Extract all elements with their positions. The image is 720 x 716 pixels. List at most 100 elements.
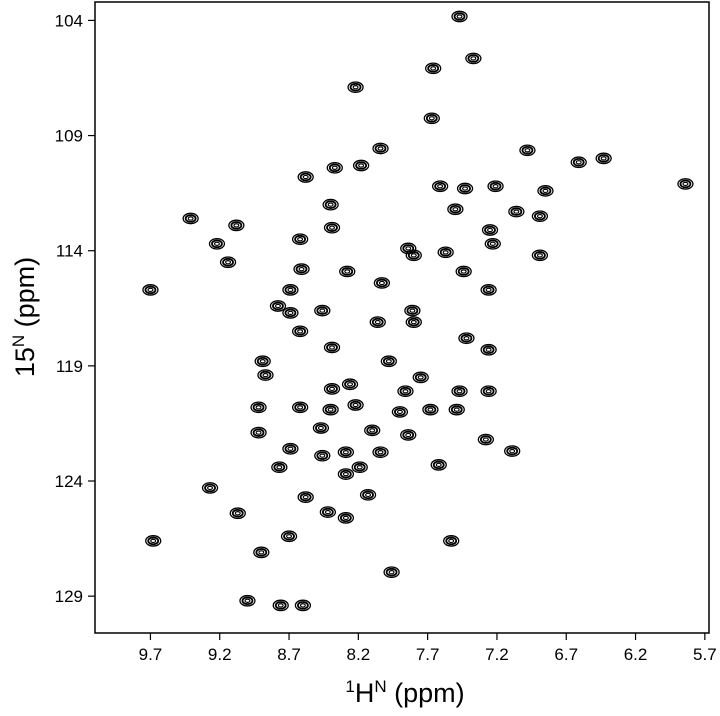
peak-contour	[347, 81, 364, 94]
peak	[347, 81, 364, 94]
peak-contour	[453, 386, 466, 396]
peak	[145, 535, 162, 547]
peak-contour	[482, 437, 489, 442]
peak-contour	[447, 203, 464, 216]
peak-contour	[424, 405, 437, 414]
peak-contour	[510, 207, 523, 216]
peak-contour	[337, 512, 355, 524]
peak-contour	[147, 287, 154, 293]
peak	[352, 159, 370, 172]
peak-contour	[432, 460, 445, 470]
peak-contour	[428, 116, 435, 121]
peak-contour	[274, 303, 281, 309]
peak-contour	[286, 534, 293, 539]
peak-contour	[364, 424, 381, 437]
peak-contour	[470, 56, 477, 61]
peak	[481, 224, 499, 236]
peak-contour	[269, 300, 287, 312]
peak-contour	[422, 403, 439, 416]
peak	[323, 341, 341, 354]
peak-contour	[391, 406, 409, 418]
peak-contour	[222, 257, 234, 267]
peak-contour	[427, 407, 434, 412]
peak-contour	[324, 200, 337, 209]
peak-contour	[456, 14, 463, 19]
peak-contour	[291, 401, 309, 414]
peak	[219, 256, 237, 269]
peak-contour	[287, 287, 294, 293]
peak	[455, 265, 472, 278]
peak-contour	[282, 442, 299, 455]
peak-contour	[431, 180, 449, 193]
peak	[351, 461, 368, 474]
peak-contour	[272, 599, 289, 612]
peak-contour	[406, 306, 419, 315]
peak-contour	[394, 407, 406, 417]
peak-contour	[369, 316, 386, 328]
peak	[480, 385, 497, 398]
peak-contour	[484, 237, 501, 250]
peak-contour	[489, 181, 502, 191]
peak-contour	[537, 184, 554, 197]
peak-contour	[410, 319, 417, 325]
peak	[280, 530, 298, 543]
peak	[359, 488, 377, 501]
peak-contour	[322, 198, 339, 211]
peak-contour	[399, 386, 412, 396]
peak-contour	[145, 535, 162, 547]
peak-contour	[508, 205, 525, 218]
peak-contour	[480, 343, 497, 356]
y-tick-label: 114	[56, 242, 83, 261]
peak-contour	[319, 308, 326, 313]
peak	[391, 406, 409, 418]
peak-contour	[385, 359, 392, 364]
peak-contour	[351, 461, 368, 474]
peak-contour	[250, 401, 267, 414]
peak-contour	[241, 596, 254, 606]
peak	[319, 506, 336, 518]
peak	[480, 284, 497, 296]
peak-contour	[291, 233, 309, 246]
peak-contour	[374, 319, 381, 325]
peak-contour	[383, 566, 400, 579]
peak	[208, 237, 226, 250]
peak-contour	[326, 223, 338, 232]
peak-contour	[302, 174, 309, 180]
peak-contour	[316, 306, 329, 315]
peak-contour	[184, 214, 197, 223]
peak	[282, 442, 299, 455]
peak	[383, 566, 400, 579]
peak-contour	[341, 378, 359, 391]
peak-contour	[271, 461, 288, 474]
peak-contour	[204, 483, 216, 493]
peak-contour	[182, 212, 199, 225]
peak-contour	[324, 405, 337, 414]
peak	[447, 203, 464, 216]
peak-contour	[536, 253, 543, 258]
peak-contour	[231, 508, 244, 518]
peak-contour	[542, 188, 549, 194]
peak	[229, 507, 246, 520]
peak	[254, 355, 271, 368]
peak-contour	[255, 548, 268, 557]
peak-contour	[572, 157, 585, 167]
peak	[323, 383, 341, 395]
peak-contour	[273, 462, 286, 472]
peak	[425, 62, 442, 75]
peak-contour	[253, 546, 270, 559]
peak-contour	[252, 403, 265, 412]
peak	[250, 426, 267, 439]
peak	[537, 184, 554, 197]
peak	[369, 316, 386, 328]
peak	[405, 316, 422, 328]
peak	[443, 535, 460, 547]
peak	[451, 385, 468, 398]
peak	[677, 178, 694, 190]
peak-contour	[339, 447, 352, 457]
peak-contour	[513, 209, 520, 214]
peak	[339, 265, 356, 278]
peak-contour	[425, 113, 438, 123]
peak-contour	[323, 221, 341, 234]
y-tick-label: 129	[55, 587, 83, 606]
y-tick-label: 109	[55, 127, 83, 146]
